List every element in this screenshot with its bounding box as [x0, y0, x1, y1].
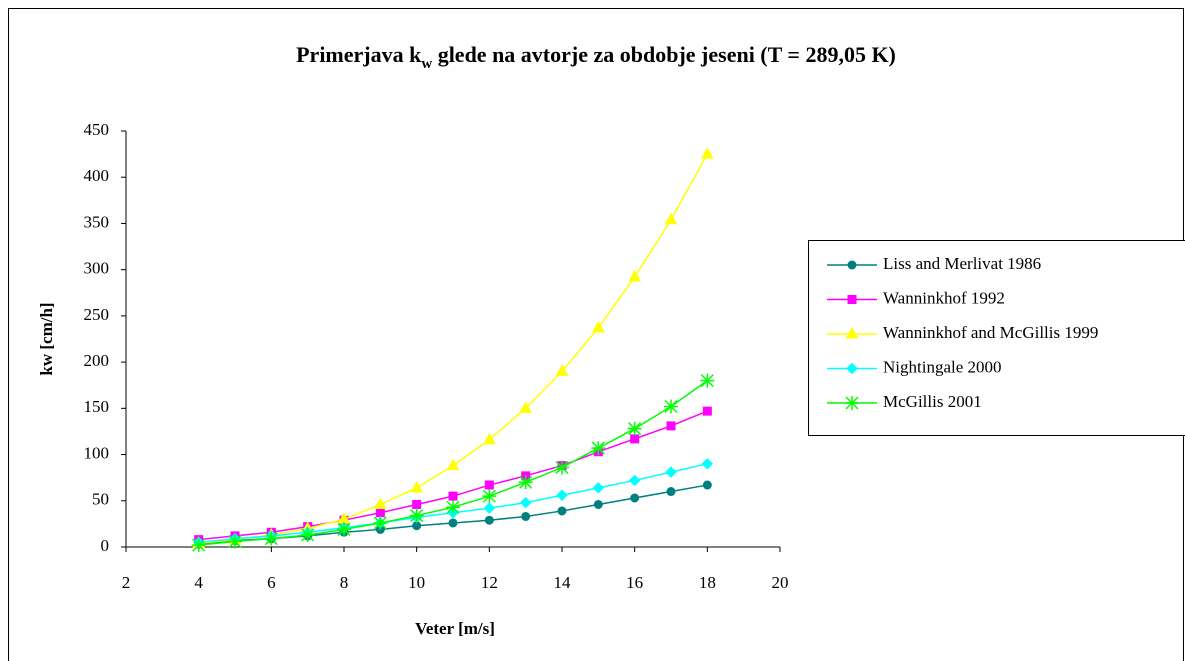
- marker: [482, 432, 496, 445]
- marker: [191, 538, 206, 553]
- marker: [483, 502, 496, 514]
- marker: [448, 518, 458, 528]
- x-tick-label: 16: [626, 573, 643, 592]
- marker: [373, 497, 387, 509]
- title-part: Primerjava k: [296, 42, 422, 67]
- marker: [628, 270, 642, 282]
- y-tick-label: 250: [84, 305, 110, 324]
- marker: [666, 487, 676, 497]
- y-tick-label: 400: [84, 166, 110, 185]
- marker: [847, 260, 857, 270]
- legend-label: McGillis 2001: [883, 392, 982, 411]
- marker: [701, 458, 714, 470]
- marker: [412, 521, 422, 531]
- marker: [664, 399, 678, 414]
- marker: [630, 493, 640, 503]
- marker: [845, 326, 859, 339]
- marker: [845, 396, 859, 410]
- legend-label: Liss and Merlivat 1986: [883, 254, 1041, 273]
- marker: [700, 373, 715, 388]
- x-tick-label: 6: [267, 573, 276, 592]
- marker: [593, 499, 603, 509]
- marker: [264, 531, 279, 546]
- x-tick-label: 14: [554, 573, 572, 592]
- marker: [446, 500, 460, 515]
- marker: [555, 460, 569, 475]
- marker: [228, 534, 242, 549]
- y-tick-label: 50: [92, 490, 109, 509]
- marker: [628, 474, 641, 487]
- legend-label: Wanninkhof and McGillis 1999: [883, 323, 1098, 342]
- marker: [557, 506, 567, 516]
- y-tick-label: 200: [84, 351, 110, 370]
- chart-title: Primerjava kw glede na avtorje za obdobj…: [296, 42, 896, 72]
- y-tick-label: 150: [84, 397, 110, 416]
- marker: [337, 522, 351, 537]
- marker: [700, 147, 714, 159]
- marker: [518, 475, 533, 490]
- marker: [482, 489, 497, 504]
- marker: [665, 466, 677, 478]
- title-part: glede na avtorje za obdobje jeseni (T = …: [432, 42, 896, 67]
- y-tick-label: 300: [84, 259, 110, 278]
- marker: [521, 512, 531, 521]
- marker: [847, 295, 857, 304]
- marker: [591, 320, 605, 333]
- marker: [702, 480, 712, 490]
- x-tick-label: 20: [772, 573, 789, 592]
- title-part: w: [421, 56, 432, 72]
- marker: [627, 421, 642, 436]
- marker: [446, 458, 460, 471]
- marker: [702, 406, 712, 416]
- marker: [484, 515, 494, 525]
- y-tick-label: 350: [84, 212, 110, 231]
- marker: [846, 362, 858, 375]
- y-tick-label: 100: [84, 443, 110, 462]
- marker: [556, 489, 568, 501]
- marker: [630, 434, 640, 444]
- marker: [519, 496, 532, 509]
- x-tick-label: 4: [194, 573, 203, 592]
- x-tick-label: 8: [340, 573, 349, 592]
- y-axis-title: kw [cm/h]: [37, 302, 56, 375]
- marker: [666, 421, 676, 431]
- marker: [592, 482, 605, 494]
- x-tick-label: 2: [122, 573, 131, 592]
- marker: [519, 401, 533, 413]
- x-tick-label: 12: [481, 573, 498, 592]
- marker: [484, 480, 494, 490]
- marker: [412, 499, 422, 509]
- marker: [555, 364, 569, 376]
- marker: [664, 212, 678, 225]
- marker: [409, 508, 424, 523]
- y-tick-label: 0: [101, 536, 110, 555]
- marker: [591, 441, 606, 456]
- x-tick-label: 18: [699, 573, 716, 592]
- x-axis-title: Veter [m/s]: [415, 619, 495, 638]
- legend-label: Wanninkhof 1992: [883, 288, 1005, 307]
- legend-label: Nightingale 2000: [883, 357, 1002, 376]
- y-tick-label: 450: [84, 120, 110, 139]
- marker: [373, 515, 388, 530]
- marker: [300, 527, 315, 542]
- x-tick-label: 10: [408, 573, 425, 592]
- marker: [410, 480, 424, 493]
- marker: [448, 491, 458, 501]
- marker: [375, 508, 385, 518]
